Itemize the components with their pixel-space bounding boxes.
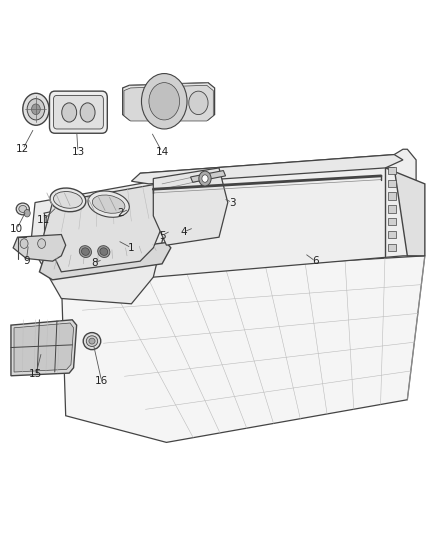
Text: 11: 11	[37, 215, 50, 224]
Polygon shape	[44, 184, 166, 272]
FancyBboxPatch shape	[53, 95, 103, 129]
Ellipse shape	[100, 248, 108, 255]
Circle shape	[38, 239, 46, 248]
Bar	[388, 231, 396, 238]
Text: 6: 6	[312, 256, 319, 266]
Bar	[388, 244, 396, 251]
Ellipse shape	[88, 191, 129, 217]
Bar	[388, 205, 396, 213]
Polygon shape	[385, 168, 425, 256]
Ellipse shape	[80, 103, 95, 122]
Polygon shape	[153, 168, 228, 245]
Text: 9: 9	[23, 256, 30, 266]
Polygon shape	[191, 171, 226, 182]
Text: 3: 3	[229, 198, 236, 207]
Ellipse shape	[92, 195, 125, 213]
Text: 12: 12	[16, 144, 29, 154]
Ellipse shape	[98, 246, 110, 257]
Circle shape	[199, 171, 211, 186]
Text: 14: 14	[155, 147, 169, 157]
Polygon shape	[39, 243, 171, 280]
Circle shape	[202, 175, 208, 182]
Bar	[388, 167, 396, 174]
Text: 15: 15	[29, 369, 42, 379]
Circle shape	[141, 74, 187, 129]
Circle shape	[32, 104, 40, 115]
Ellipse shape	[81, 248, 89, 255]
Ellipse shape	[83, 333, 101, 350]
Text: 2: 2	[117, 208, 124, 218]
Bar	[388, 218, 396, 225]
Ellipse shape	[62, 103, 77, 122]
Polygon shape	[123, 83, 215, 120]
Polygon shape	[61, 256, 425, 442]
Ellipse shape	[50, 188, 86, 212]
Circle shape	[20, 239, 28, 248]
Polygon shape	[14, 323, 74, 372]
Ellipse shape	[16, 203, 29, 215]
Ellipse shape	[19, 206, 27, 213]
Polygon shape	[131, 149, 416, 277]
Circle shape	[23, 93, 49, 125]
Text: 16: 16	[95, 376, 108, 386]
Text: 8: 8	[91, 258, 98, 268]
Polygon shape	[124, 85, 213, 121]
Text: 4: 4	[180, 227, 187, 237]
Circle shape	[149, 83, 180, 120]
Text: 10: 10	[10, 224, 23, 234]
Ellipse shape	[89, 338, 95, 344]
Text: 1: 1	[128, 243, 135, 253]
Polygon shape	[131, 155, 403, 184]
Text: 13: 13	[71, 147, 85, 157]
Ellipse shape	[53, 191, 82, 208]
Bar	[388, 180, 396, 187]
Ellipse shape	[79, 246, 92, 257]
Circle shape	[27, 99, 45, 120]
Circle shape	[189, 91, 208, 115]
Polygon shape	[31, 181, 166, 304]
FancyBboxPatch shape	[49, 91, 107, 133]
Polygon shape	[11, 320, 77, 376]
Circle shape	[24, 209, 30, 217]
Ellipse shape	[86, 336, 98, 346]
Polygon shape	[13, 235, 66, 261]
Text: 5: 5	[159, 231, 166, 240]
Bar	[388, 192, 396, 200]
